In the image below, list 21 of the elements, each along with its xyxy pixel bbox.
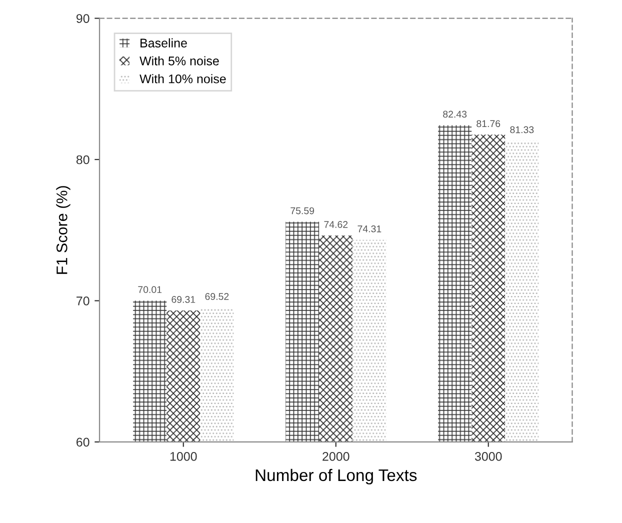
y-axis-title: F1 Score (%) (56, 186, 70, 274)
x-tick-label: 3000 (474, 452, 502, 461)
y-tick-label: 70 (76, 296, 90, 306)
data-label: 74.31 (358, 225, 382, 232)
data-label: 70.01 (138, 286, 162, 294)
y-tick-label: 60 (76, 438, 90, 447)
data-label: 81.76 (476, 120, 500, 128)
data-label: 69.52 (205, 293, 229, 300)
data-label: 81.33 (510, 126, 534, 134)
x-axis-title: Number of Long Texts (256, 468, 417, 484)
legend-label: With 10% noise (140, 74, 226, 84)
y-tick-label: 90 (76, 14, 90, 23)
legend-label: With 5% noise (140, 56, 219, 66)
x-tick-label: 2000 (322, 452, 350, 461)
data-label: 69.31 (172, 296, 196, 303)
data-label: 74.62 (324, 221, 348, 228)
data-label: 75.59 (290, 207, 314, 214)
data-label: 82.43 (443, 110, 467, 118)
x-tick-label: 1000 (170, 452, 197, 461)
y-tick-label: 80 (76, 155, 90, 164)
legend-label: Baseline (140, 38, 187, 48)
